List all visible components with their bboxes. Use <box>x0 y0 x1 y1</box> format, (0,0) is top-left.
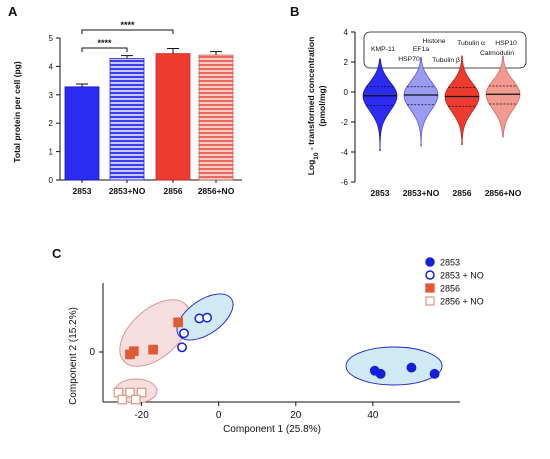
panel-c-y-axis-label: Component 2 (15.2%) <box>68 307 79 405</box>
panel-a-x-tick-labels: 2853 2853+NO 2856 2856+NO <box>73 180 235 196</box>
point-2853 <box>429 368 440 379</box>
significance-label: **** <box>97 38 112 48</box>
violin-annotation: Tubulin β <box>432 57 460 64</box>
panel-a-x-tick-label: 2853+NO <box>109 186 146 196</box>
panel-b-x-tick-labels: 2853 2853+NO 2856 2856+NO <box>371 188 522 198</box>
panel-a-y-tick-label: 3 <box>49 91 54 100</box>
point-2853 <box>406 362 417 373</box>
point-2856-plus-NO <box>125 387 135 398</box>
panel-b-x-tick-label: 2853 <box>371 188 390 198</box>
legend-marker <box>425 257 435 267</box>
violin-annotation: HSP70 <box>398 56 420 63</box>
violin-2853 <box>362 58 398 151</box>
panel-c-x-tick-label: 0 <box>216 410 222 421</box>
violin-annotation: EF1a <box>413 46 429 53</box>
panel-b-x-tick-label: 2856 <box>453 188 472 198</box>
bar-2856+NO <box>198 54 234 181</box>
violin-annotation: Calmodulin <box>480 50 514 57</box>
point-2856-plus-NO <box>117 394 128 405</box>
legend-marker <box>425 283 435 293</box>
panel-a-significance: **** **** <box>81 20 174 52</box>
panel-c-x-tick-label: 40 <box>367 410 379 421</box>
legend-label: 2853 + NO <box>440 271 484 281</box>
point-2853-plus-NO <box>202 312 213 323</box>
panel-c-pca-scatter: C Component 2 (15.2%) Component 1 (25.8%… <box>52 246 484 435</box>
legend-label: 2856 + NO <box>440 297 484 307</box>
panel-c-ellipses <box>114 293 443 404</box>
legend-marker <box>425 270 435 280</box>
point-2856-plus-NO <box>130 394 141 405</box>
ellipse-2853 <box>345 346 443 386</box>
panel-letter-a: A <box>8 4 18 19</box>
violin-annotation: Histone <box>422 38 445 45</box>
panel-b-x-tick-label: 2853+NO <box>403 188 440 198</box>
bar-2853+NO <box>109 58 145 181</box>
panel-letter-b: B <box>290 4 299 19</box>
panel-b-x-tick-label: 2856+NO <box>485 188 522 198</box>
panel-b-violins <box>362 55 521 151</box>
point-2853 <box>375 368 386 379</box>
significance-label: **** <box>120 20 135 30</box>
violin-annotation: HSP10 <box>495 40 517 47</box>
panel-c-ticks: -20 0 20 40 0 <box>89 347 378 421</box>
panel-a-x-tick-label: 2856+NO <box>198 186 235 196</box>
legend-label: 2856 <box>440 284 460 294</box>
panel-a-y-tick-label: 4 <box>49 62 54 71</box>
violin-2853+NO <box>403 57 439 147</box>
panel-b-y-axis-label-line2: (pmol/mg) <box>317 85 327 126</box>
panel-b-y-tick-label: 4 <box>344 28 349 37</box>
panel-a-y-ticks: 0 1 2 3 4 5 <box>49 34 60 185</box>
panel-b-y-tick-label: 2 <box>344 58 349 67</box>
panel-a-y-tick-label: 1 <box>49 148 54 157</box>
panel-a-x-tick-label: 2856 <box>164 186 183 196</box>
panel-c-x-axis-label: Component 1 (25.8%) <box>223 424 321 435</box>
violin-annotation: KMP-11 <box>371 46 395 53</box>
panel-a-y-tick-label: 0 <box>49 176 54 185</box>
panel-b-y-tick-label: -6 <box>341 178 349 187</box>
panel-letter-c: C <box>52 246 62 261</box>
panel-c-x-tick-label: 20 <box>290 410 302 421</box>
bar-2856 <box>155 53 191 181</box>
point-2856 <box>173 317 184 328</box>
panel-a-bars <box>64 48 234 181</box>
significance-bracket <box>81 47 128 52</box>
point-2853-plus-NO <box>179 328 189 339</box>
panel-b-y-ticks: -6 -4 -2 0 2 4 <box>341 28 355 187</box>
point-2856 <box>128 346 139 357</box>
violin-2856+NO <box>485 55 521 138</box>
panel-a-y-tick-label: 5 <box>49 34 54 43</box>
panel-a-y-axis-label: Total protein per cell (pg) <box>12 61 22 163</box>
legend-marker <box>425 296 435 306</box>
panel-c-y-tick-label: 0 <box>89 347 95 358</box>
panel-b-y-tick-label: -4 <box>341 148 349 157</box>
bar-2853 <box>64 86 100 181</box>
panel-a-y-tick-label: 2 <box>49 119 54 128</box>
panel-b-violin-chart: B Log10 - transformed concentration (pmo… <box>290 4 527 198</box>
panel-a-x-tick-label: 2853 <box>73 186 92 196</box>
violin-annotation: Tubulin α <box>457 40 485 47</box>
panel-a-bar-chart: A Total protein per cell (pg) 0 1 2 3 4 5 ***… <box>8 4 242 196</box>
panel-c-x-tick-label: -20 <box>134 410 149 421</box>
panel-c-points <box>113 312 440 405</box>
panel-b-y-axis-label-line1: Log10 - transformed concentration <box>306 37 320 176</box>
panel-b-annotation-box <box>363 31 527 69</box>
panel-b-y-tick-label: -2 <box>341 118 349 127</box>
panel-b-y-tick-label: 0 <box>344 88 349 97</box>
significance-bracket <box>81 29 174 34</box>
legend-label: 2853 <box>440 258 460 268</box>
violin-2856 <box>444 55 480 145</box>
panel-c-legend: 2853 2853 + NO 2856 2856 + NO <box>425 257 484 307</box>
point-2856-plus-NO <box>136 387 147 398</box>
point-2853-plus-NO <box>177 342 187 353</box>
point-2856 <box>148 344 158 355</box>
